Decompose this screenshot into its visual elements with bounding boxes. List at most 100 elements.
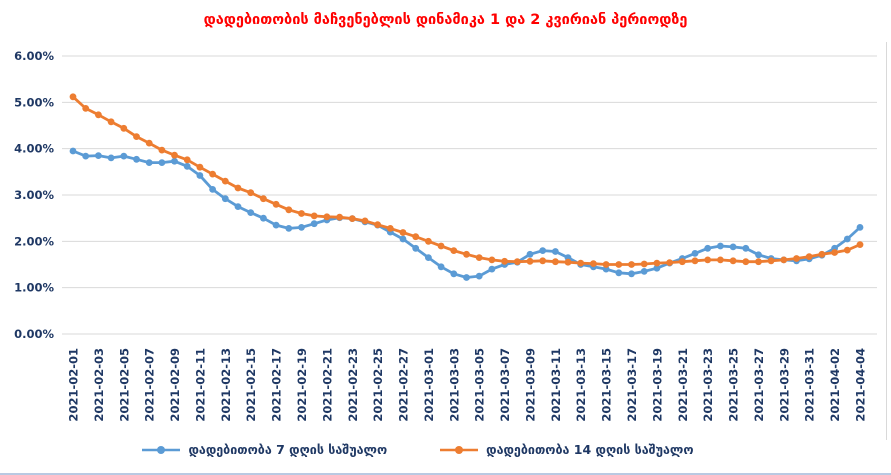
data-point-marker: [450, 247, 458, 255]
data-point-marker: [247, 189, 255, 197]
data-point-marker: [856, 224, 864, 231]
data-point-marker: [742, 258, 750, 266]
data-point-marker: [425, 254, 432, 261]
data-point-marker: [310, 212, 318, 220]
x-axis-tick-label: 2021-02-03: [92, 348, 106, 422]
data-point-marker: [336, 213, 343, 221]
data-point-marker: [183, 162, 191, 170]
x-axis-tick-label: 2021-03-31: [803, 348, 817, 422]
x-axis-tick-label: 2021-03-23: [701, 348, 715, 422]
data-point-marker: [437, 242, 445, 250]
data-point-marker: [82, 105, 90, 112]
data-point-marker: [272, 200, 280, 208]
data-point-marker: [831, 249, 838, 256]
data-point-marker: [323, 213, 331, 221]
y-axis-tick-label: 5.00%: [14, 95, 54, 109]
data-point-marker: [69, 147, 77, 155]
legend-entry-14day: დადებითობა 14 დღის საშუალო: [439, 442, 694, 457]
data-point-marker: [412, 233, 420, 241]
legend-label-7day: დადებითობა 7 დღის საშუალო: [188, 442, 388, 457]
data-point-marker: [171, 151, 178, 159]
data-point-marker: [475, 272, 483, 280]
x-axis-tick-label: 2021-02-11: [193, 348, 207, 422]
x-axis-tick-label: 2021-02-13: [219, 348, 233, 422]
data-point-marker: [691, 250, 699, 257]
data-point-marker: [399, 229, 407, 236]
data-point-marker: [298, 210, 305, 217]
data-point-marker: [577, 259, 585, 267]
y-axis-tick-label: 6.00%: [14, 49, 54, 63]
chart-title: დადებითობის მაჩვენებლის დინამიკა 1 და 2 …: [203, 12, 688, 28]
x-axis-tick-label: 2021-03-11: [549, 348, 563, 422]
data-point-marker: [196, 172, 204, 179]
data-point-marker: [475, 254, 483, 261]
legend-line-marker-sample-7day: [142, 445, 181, 454]
data-point-marker: [272, 221, 280, 229]
data-point-marker: [780, 256, 788, 264]
series-line-14day: [71, 95, 862, 266]
data-point-marker: [653, 259, 661, 267]
data-point-marker: [704, 244, 712, 252]
data-point-marker: [755, 258, 762, 266]
data-point-marker: [691, 257, 699, 265]
data-point-marker: [133, 155, 140, 163]
data-point-marker: [640, 268, 648, 275]
data-point-marker: [717, 242, 724, 250]
x-axis-tick-label: 2021-04-04: [854, 348, 868, 422]
data-point-marker: [399, 235, 407, 243]
legend-line-marker-sample-14day: [440, 445, 479, 454]
x-axis-tick-label: 2021-02-09: [168, 348, 182, 422]
x-axis-tick-label: 2021-04-02: [828, 348, 842, 422]
data-point-marker: [818, 250, 826, 258]
data-point-marker: [488, 256, 496, 264]
data-point-marker: [678, 258, 686, 266]
y-axis-tick-label: 4.00%: [14, 142, 54, 156]
x-axis-tick-label: 2021-02-23: [346, 348, 360, 422]
data-point-marker: [158, 146, 166, 154]
data-point-marker: [640, 260, 648, 268]
data-point-marker: [107, 118, 115, 126]
data-point-marker: [843, 246, 851, 254]
data-point-marker: [133, 133, 140, 141]
data-point-marker: [742, 244, 750, 252]
data-point-marker: [120, 152, 128, 160]
data-point-marker: [539, 247, 547, 255]
data-point-marker: [590, 260, 597, 267]
data-point-marker: [145, 139, 153, 147]
data-point-marker: [729, 243, 737, 251]
x-axis-tick-label: 2021-02-17: [270, 348, 284, 422]
data-point-marker: [310, 220, 318, 228]
data-point-marker: [755, 251, 762, 259]
x-axis-tick-label: 2021-03-21: [676, 348, 690, 422]
data-point-marker: [717, 256, 724, 264]
x-axis-tick-label: 2021-02-19: [295, 348, 309, 422]
data-point-marker: [221, 195, 229, 203]
x-axis-tick-label: 2021-02-27: [397, 348, 411, 422]
data-point-marker: [793, 255, 800, 262]
x-axis-tick-label: 2021-02-01: [67, 348, 81, 422]
x-axis-tick-label: 2021-02-05: [117, 348, 131, 422]
data-point-marker: [196, 163, 204, 171]
data-point-marker: [158, 159, 166, 167]
data-point-marker: [69, 93, 77, 101]
x-axis-tick-label: 2021-03-03: [447, 348, 461, 422]
chart-legend: დადებითობა 7 დღის საშუალო დადებითობა 14 …: [0, 442, 863, 457]
data-point-marker: [526, 257, 534, 265]
x-axis-tick-label: 2021-03-19: [650, 348, 664, 422]
x-axis-tick-label: 2021-02-07: [143, 348, 157, 422]
data-point-marker: [843, 235, 851, 243]
data-point-marker: [107, 154, 115, 162]
data-point-marker: [285, 206, 293, 214]
data-point-marker: [463, 250, 470, 258]
data-point-marker: [209, 186, 217, 193]
data-point-marker: [564, 258, 572, 266]
x-axis-tick-label: 2021-03-09: [523, 348, 537, 422]
data-point-marker: [348, 215, 356, 223]
x-axis-tick-label: 2021-03-29: [777, 348, 791, 422]
data-point-marker: [450, 270, 458, 278]
data-point-marker: [95, 152, 102, 160]
data-point-marker: [209, 170, 217, 178]
x-axis-tick-label: 2021-03-01: [422, 348, 436, 422]
